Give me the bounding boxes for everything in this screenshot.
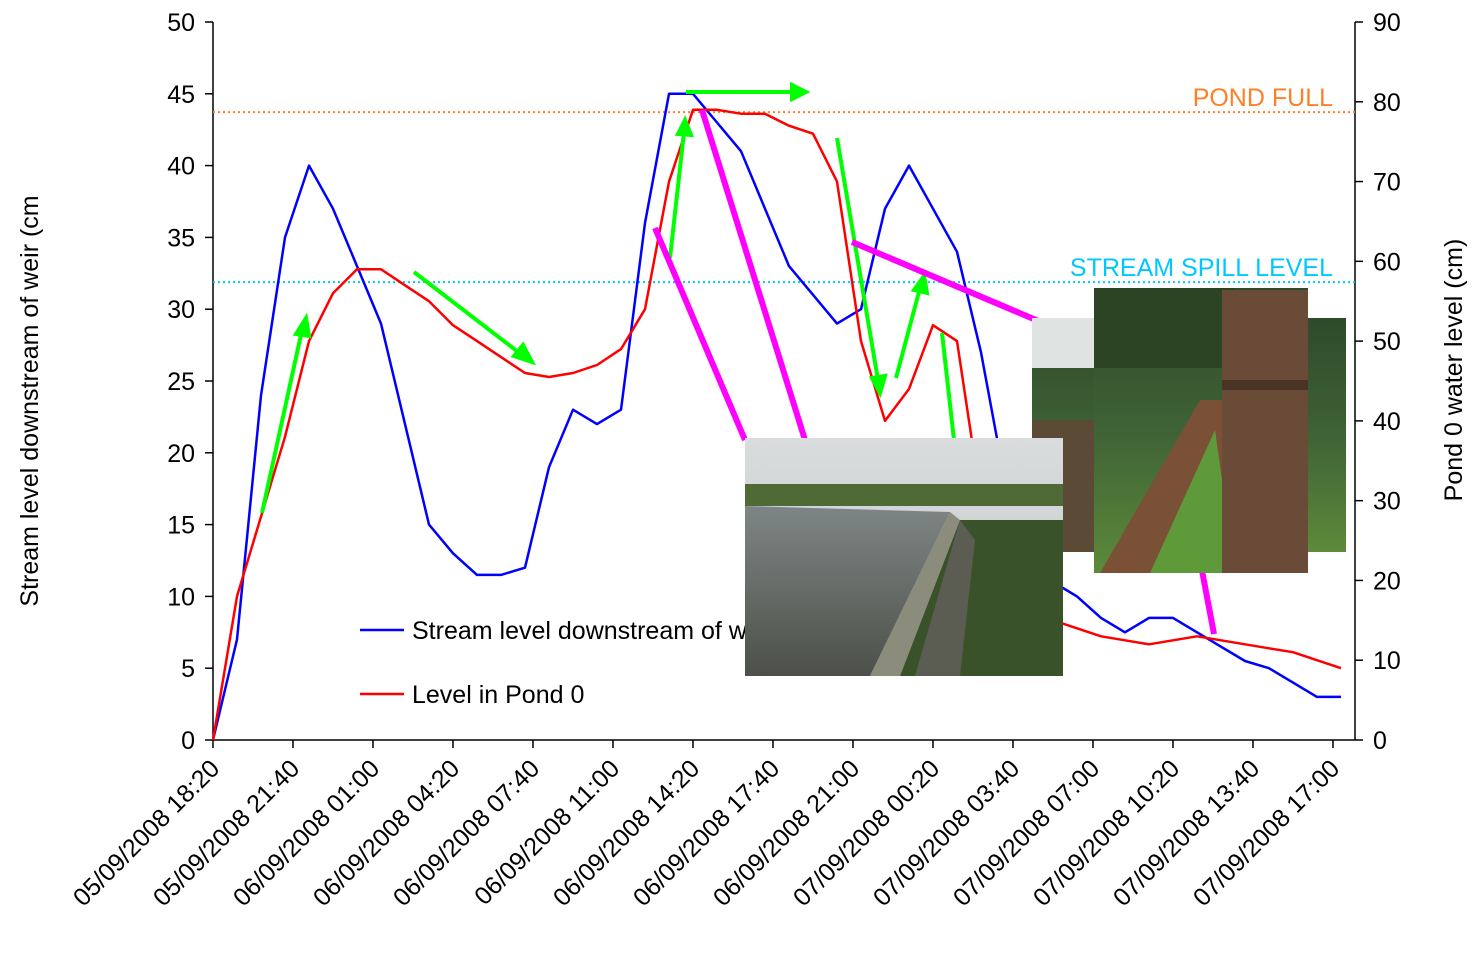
y-tick-label: 45 [167, 81, 195, 109]
photo-pond [745, 438, 1063, 676]
y-tick-label: 5 [181, 655, 195, 683]
y2-tick-label: 90 [1373, 9, 1401, 37]
legend: Stream level downstream of weir Level in … [360, 617, 775, 709]
y-tick-label: 10 [167, 583, 195, 611]
y-tick-label: 20 [167, 440, 195, 468]
x-tick-label: 06/09/2008 17:40 [628, 754, 785, 911]
reference-label: POND FULL [1193, 84, 1333, 112]
y2-tick-label: 30 [1373, 488, 1401, 516]
x-tick-label: 07/09/2008 10:20 [1028, 754, 1185, 911]
y-tick-label: 40 [167, 153, 195, 181]
y2-tick-label: 80 [1373, 89, 1401, 117]
x-tick-label: 06/09/2008 11:00 [469, 754, 625, 910]
y-tick-label: 0 [181, 727, 195, 755]
x-tick-label: 07/09/2008 00:20 [788, 754, 945, 911]
x-tick-label: 07/09/2008 13:40 [1108, 754, 1265, 911]
legend-label: Level in Pond 0 [412, 681, 584, 709]
reference-label: STREAM SPILL LEVEL [1070, 254, 1333, 282]
x-tick-label: 06/09/2008 01:00 [228, 754, 385, 911]
y-axis-label: Stream level downstream of weir (cm [16, 195, 44, 606]
y2-tick-label: 40 [1373, 408, 1401, 436]
x-tick-label: 06/09/2008 04:20 [308, 754, 465, 911]
y2-tick-label: 10 [1373, 647, 1401, 675]
x-tick-label: 05/09/2008 21:40 [148, 754, 305, 911]
y-tick-label: 15 [167, 512, 195, 540]
annotations [262, 85, 1346, 676]
x-tick-label: 07/09/2008 17:00 [1188, 754, 1345, 911]
y-tick-label: 30 [167, 296, 195, 324]
y2-tick-label: 0 [1373, 727, 1387, 755]
y2-tick-label: 50 [1373, 328, 1401, 356]
photo-weir [1032, 288, 1346, 573]
x-tick-label: 07/09/2008 07:00 [948, 754, 1105, 911]
x-tick-label: 05/09/2008 18:20 [68, 754, 225, 911]
x-tick-label: 06/09/2008 07:40 [388, 754, 545, 911]
x-tick-label: 06/09/2008 14:20 [548, 754, 705, 911]
x-tick-label: 07/09/2008 03:40 [868, 754, 1025, 911]
y-tick-label: 35 [167, 224, 195, 252]
y2-tick-label: 60 [1373, 248, 1401, 276]
chart: 0 5 10 15 20 25 30 35 40 45 50 0 10 20 30 40 50 60 70 80 90 0… [0, 0, 1481, 968]
y2-tick-label: 20 [1373, 567, 1401, 595]
y2-tick-label: 70 [1373, 169, 1401, 197]
y2-axis-label: Pond 0 water level (cm) [1440, 239, 1468, 502]
y-tick-label: 25 [167, 368, 195, 396]
x-tick-label: 06/09/2008 21:00 [708, 754, 865, 911]
legend-label: Stream level downstream of weir [412, 617, 775, 645]
y-tick-label: 50 [167, 9, 195, 37]
